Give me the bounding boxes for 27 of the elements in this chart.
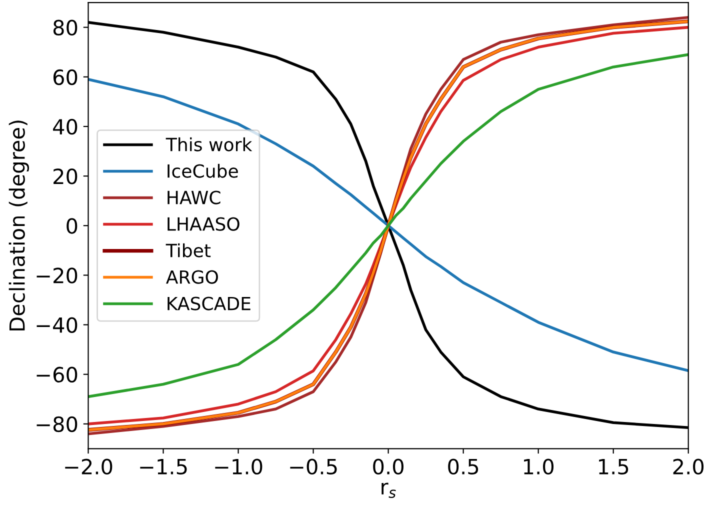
x-tick-label: 1.0 [524, 458, 554, 475]
legend-label: This work [166, 137, 252, 152]
y-tick-label: 60 [53, 69, 78, 86]
legend-label: HAWC [168, 190, 220, 204]
x-tick-label: −1.0 [215, 458, 262, 475]
x-tick-label: −0.5 [290, 458, 337, 475]
y-tick-label: −60 [36, 366, 78, 383]
y-axis-title: Declination (degree) [8, 120, 30, 330]
x-tick-label: −1.5 [140, 459, 187, 475]
legend-label: IceCube [168, 164, 238, 178]
x-tick-label: 1.5 [599, 459, 628, 475]
x-tick-label: 2.0 [673, 458, 704, 475]
y-tick-label: −20 [36, 268, 78, 284]
legend-label: ARGO [166, 270, 218, 284]
y-tick-label: 0 [66, 218, 78, 234]
x-axis-title: r$_{s}$ [382, 482, 396, 498]
legend-label: KASCADE [168, 296, 250, 310]
x-tick-label: 0.5 [448, 458, 478, 475]
x-tick-label: 0.0 [373, 458, 404, 475]
y-tick-label: 40 [53, 118, 78, 135]
y-tick-label: −40 [36, 317, 78, 333]
y-tick-label: 20 [54, 168, 78, 184]
x-tick-label: −2.0 [65, 458, 112, 475]
y-tick-label: −80 [36, 416, 78, 432]
legend-label: LHAASO [168, 217, 240, 231]
y-tick-label: 80 [53, 20, 78, 36]
legend-label: Tibet [166, 243, 211, 258]
